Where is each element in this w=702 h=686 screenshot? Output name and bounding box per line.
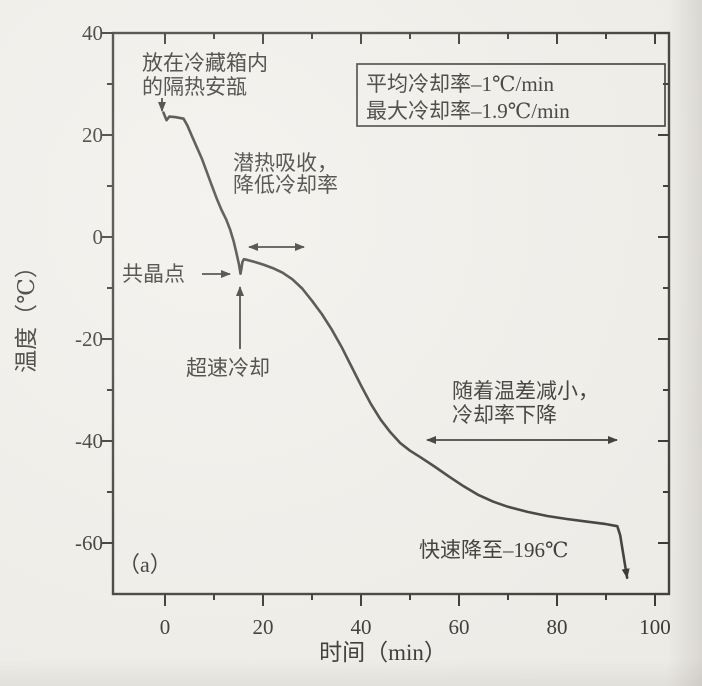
y-tick-label: 0: [93, 225, 104, 249]
y-tick-label: -60: [75, 531, 103, 555]
annotation-ampoule-line1: 放在冷藏箱内: [142, 51, 268, 75]
x-axis-title: 时间（min）: [319, 640, 447, 665]
cooling-curve-line: [162, 111, 630, 579]
annotation-supercool-line1: 超速冷却: [186, 356, 270, 380]
x-tick-label: 0: [160, 615, 171, 639]
rate-info-box-border: [356, 63, 666, 127]
y-tick-label: -20: [75, 327, 103, 351]
annotation-ampoule-line2: 的隔热安瓿: [142, 75, 247, 99]
annotation-tempdiff-line2: 冷却率下降: [452, 403, 557, 427]
tick-label-group: 0 20 40 60 80 100 40 20 0 -20 -40 -60: [75, 21, 671, 639]
x-tick-label: 20: [253, 615, 274, 639]
y-axis-title: 温度（℃）: [14, 255, 39, 373]
y-tick-label: 20: [82, 123, 103, 147]
rate-info-box: 平均冷却率–1℃/min 最大冷却率–1.9℃/min: [356, 63, 666, 127]
annotation-latent-line1: 潜热吸收，: [233, 151, 338, 175]
annotation-eutectic-line1: 共晶点: [122, 262, 185, 286]
rate-info-line-average: 平均冷却率–1℃/min: [366, 72, 554, 96]
x-tick-label: 100: [639, 615, 671, 639]
panel-label: （a）: [118, 552, 172, 577]
annotation-latent-line2: 降低冷却率: [233, 173, 338, 197]
x-tick-label: 40: [351, 615, 372, 639]
x-tick-label: 80: [547, 615, 568, 639]
axis-ticks: [101, 32, 669, 606]
rate-info-line-max: 最大冷却率–1.9℃/min: [366, 99, 570, 123]
x-tick-label: 60: [449, 615, 470, 639]
annotation-group: 放在冷藏箱内的隔热安瓿潜热吸收，降低冷却率共晶点超速冷却随着温差减小，冷却率下降…: [122, 51, 618, 562]
y-tick-label: 40: [82, 21, 103, 45]
annotation-tempdiff-line1: 随着温差减小，: [452, 379, 599, 403]
plot-border: [111, 31, 671, 596]
y-tick-label: -40: [75, 429, 103, 453]
annotation-rapid-line1: 快速降至–196℃: [419, 538, 569, 562]
